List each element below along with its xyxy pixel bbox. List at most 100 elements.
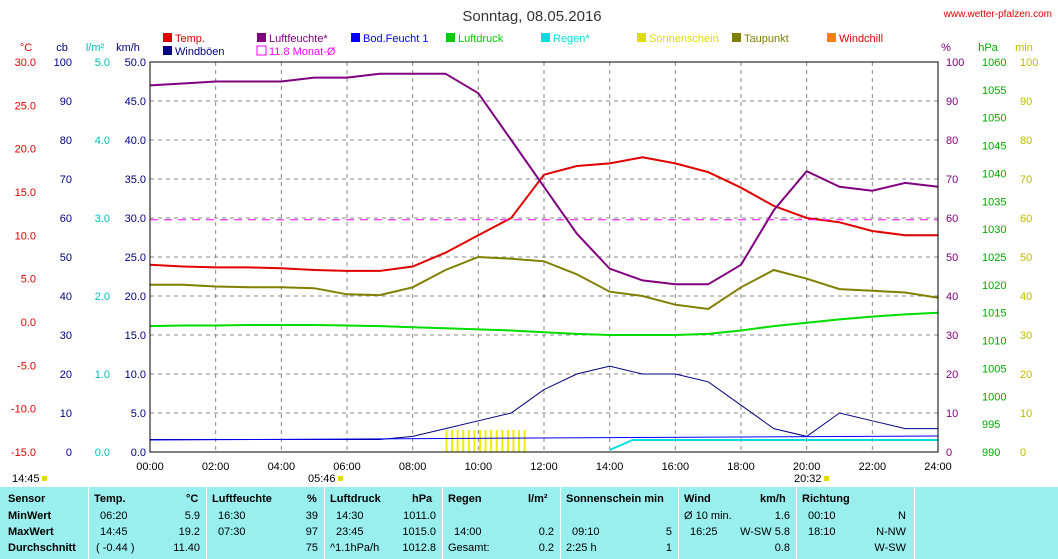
tick-sun: 50 bbox=[1020, 252, 1032, 264]
tick-wind: 5.0 bbox=[131, 408, 146, 420]
legend-label-monat: 11.8 Monat-Ø bbox=[269, 46, 336, 58]
row-label-max: MaxWert bbox=[8, 526, 54, 538]
min-wind-time: Ø 10 min. bbox=[684, 510, 732, 522]
tick-hum: 30 bbox=[946, 330, 958, 342]
marker-sunset-dot bbox=[824, 476, 829, 481]
header-sun: Sonnenschein min bbox=[566, 493, 664, 505]
legend-swatch-bodfeucht bbox=[351, 33, 360, 42]
header-temp: Temp. bbox=[94, 493, 126, 505]
header-rain: Regen bbox=[448, 493, 482, 505]
avg-temp-val: 11.40 bbox=[173, 542, 200, 554]
row-label-min: MinWert bbox=[8, 510, 52, 522]
max-press-time: 23:45 bbox=[336, 526, 364, 538]
header-wind: Wind bbox=[684, 493, 711, 505]
tick-x: 22:00 bbox=[859, 461, 887, 473]
tick-temp: 0.0 bbox=[21, 317, 36, 329]
legend-swatch-monat bbox=[256, 45, 267, 56]
avg-sun-time: 2:25 h bbox=[566, 542, 597, 554]
sunshine-bar bbox=[501, 430, 504, 452]
series-luftdruck bbox=[149, 311, 939, 336]
tick-rain: 4.0 bbox=[95, 135, 110, 147]
unit-hum: % bbox=[941, 42, 951, 54]
tick-rain: 3.0 bbox=[95, 213, 110, 225]
legend-swatch-regen bbox=[541, 33, 550, 42]
tick-x: 02:00 bbox=[202, 461, 230, 473]
tick-cb: 10 bbox=[60, 408, 72, 420]
sunshine-bar bbox=[445, 430, 448, 452]
header-press-unit: hPa bbox=[412, 493, 433, 505]
tick-x: 18:00 bbox=[727, 461, 755, 473]
tick-sun: 60 bbox=[1020, 213, 1032, 225]
max-wind-time: 16:25 bbox=[690, 526, 718, 538]
tick-press: 1030 bbox=[982, 224, 1006, 236]
tick-wind: 10.0 bbox=[125, 369, 146, 381]
tick-wind: 45.0 bbox=[125, 96, 146, 108]
tick-hum: 60 bbox=[946, 213, 958, 225]
tick-press: 1055 bbox=[982, 85, 1006, 97]
max-hum-time: 07:30 bbox=[218, 526, 246, 538]
legend-swatch-taupunkt bbox=[732, 33, 741, 42]
max-temp-val: 19.2 bbox=[178, 526, 200, 538]
tick-x: 12:00 bbox=[530, 461, 558, 473]
tick-sun: 70 bbox=[1020, 174, 1032, 186]
tick-temp: 30.0 bbox=[15, 57, 36, 69]
header-wind-unit: km/h bbox=[760, 493, 786, 505]
sunshine-bar bbox=[484, 430, 487, 452]
tick-cb: 0 bbox=[66, 447, 72, 459]
sunshine-bar bbox=[512, 430, 515, 452]
tick-press: 1045 bbox=[982, 141, 1006, 153]
sunshine-bar bbox=[478, 430, 481, 452]
sunshine-bar bbox=[467, 430, 470, 452]
unit-rain: l/m² bbox=[86, 42, 105, 54]
tick-press: 990 bbox=[982, 447, 1000, 459]
sunshine-bar bbox=[456, 430, 459, 452]
tick-x: 08:00 bbox=[399, 461, 427, 473]
axis-ticks: 30.0 25.0 20.0 15.0 10.0 5.0 0.0 -5.0 -10.0 -15.0… bbox=[11, 57, 1038, 473]
tick-x: 10:00 bbox=[465, 461, 493, 473]
max-wind-val: W-SW 5.8 bbox=[740, 526, 790, 538]
tick-press: 1035 bbox=[982, 196, 1006, 208]
series-taupunkt bbox=[150, 255, 939, 311]
header-dir: Richtung bbox=[802, 493, 850, 505]
sunshine-bar bbox=[495, 430, 498, 452]
site-url: www.wetter-pfalzen.com bbox=[943, 9, 1052, 20]
series-bodfeucht bbox=[149, 435, 939, 441]
header-hum-unit: % bbox=[307, 493, 317, 505]
legend-label-taupunkt: Taupunkt bbox=[744, 33, 789, 45]
sunshine-bars bbox=[445, 430, 526, 452]
tick-temp: 5.0 bbox=[21, 274, 36, 286]
tick-press: 1060 bbox=[982, 57, 1006, 69]
sunshine-bar bbox=[473, 430, 476, 452]
tick-hum: 20 bbox=[946, 369, 958, 381]
min-hum-time: 16:30 bbox=[218, 510, 246, 522]
tick-hum: 0 bbox=[946, 447, 952, 459]
min-press-time: 14:30 bbox=[336, 510, 364, 522]
legend: Temp. Windböen Luftfeuchte* 11.8 Monat-Ø… bbox=[163, 33, 883, 58]
max-hum-val: 97 bbox=[305, 526, 318, 538]
tick-rain: 5.0 bbox=[95, 57, 110, 69]
avg-wind-val: 0.8 bbox=[774, 542, 790, 554]
unit-sun: min bbox=[1015, 42, 1033, 54]
tick-wind: 50.0 bbox=[125, 57, 146, 69]
legend-label-windboeen: Windböen bbox=[175, 46, 225, 58]
tick-temp: 20.0 bbox=[15, 144, 36, 156]
tick-cb: 20 bbox=[60, 369, 72, 381]
tick-press: 1000 bbox=[982, 391, 1006, 403]
tick-hum: 40 bbox=[946, 291, 958, 303]
tick-press: 1005 bbox=[982, 363, 1006, 375]
tick-x: 20:00 bbox=[793, 461, 821, 473]
tick-press: 995 bbox=[982, 419, 1000, 431]
unit-press: hPa bbox=[978, 42, 998, 54]
avg-dir-val: W-SW bbox=[874, 542, 906, 554]
tick-cb: 70 bbox=[60, 174, 72, 186]
max-dir-val: N-NW bbox=[876, 526, 906, 538]
avg-press-val: 1012.8 bbox=[402, 542, 436, 554]
tick-rain: 0.0 bbox=[95, 447, 110, 459]
series-regen bbox=[609, 439, 938, 451]
unit-temp: °C bbox=[20, 42, 32, 54]
tick-wind: 15.0 bbox=[125, 330, 146, 342]
legend-swatch-temp bbox=[163, 33, 172, 42]
tick-temp: -5.0 bbox=[17, 360, 36, 372]
tick-sun: 100 bbox=[1020, 57, 1038, 69]
tick-temp: -15.0 bbox=[11, 447, 36, 459]
